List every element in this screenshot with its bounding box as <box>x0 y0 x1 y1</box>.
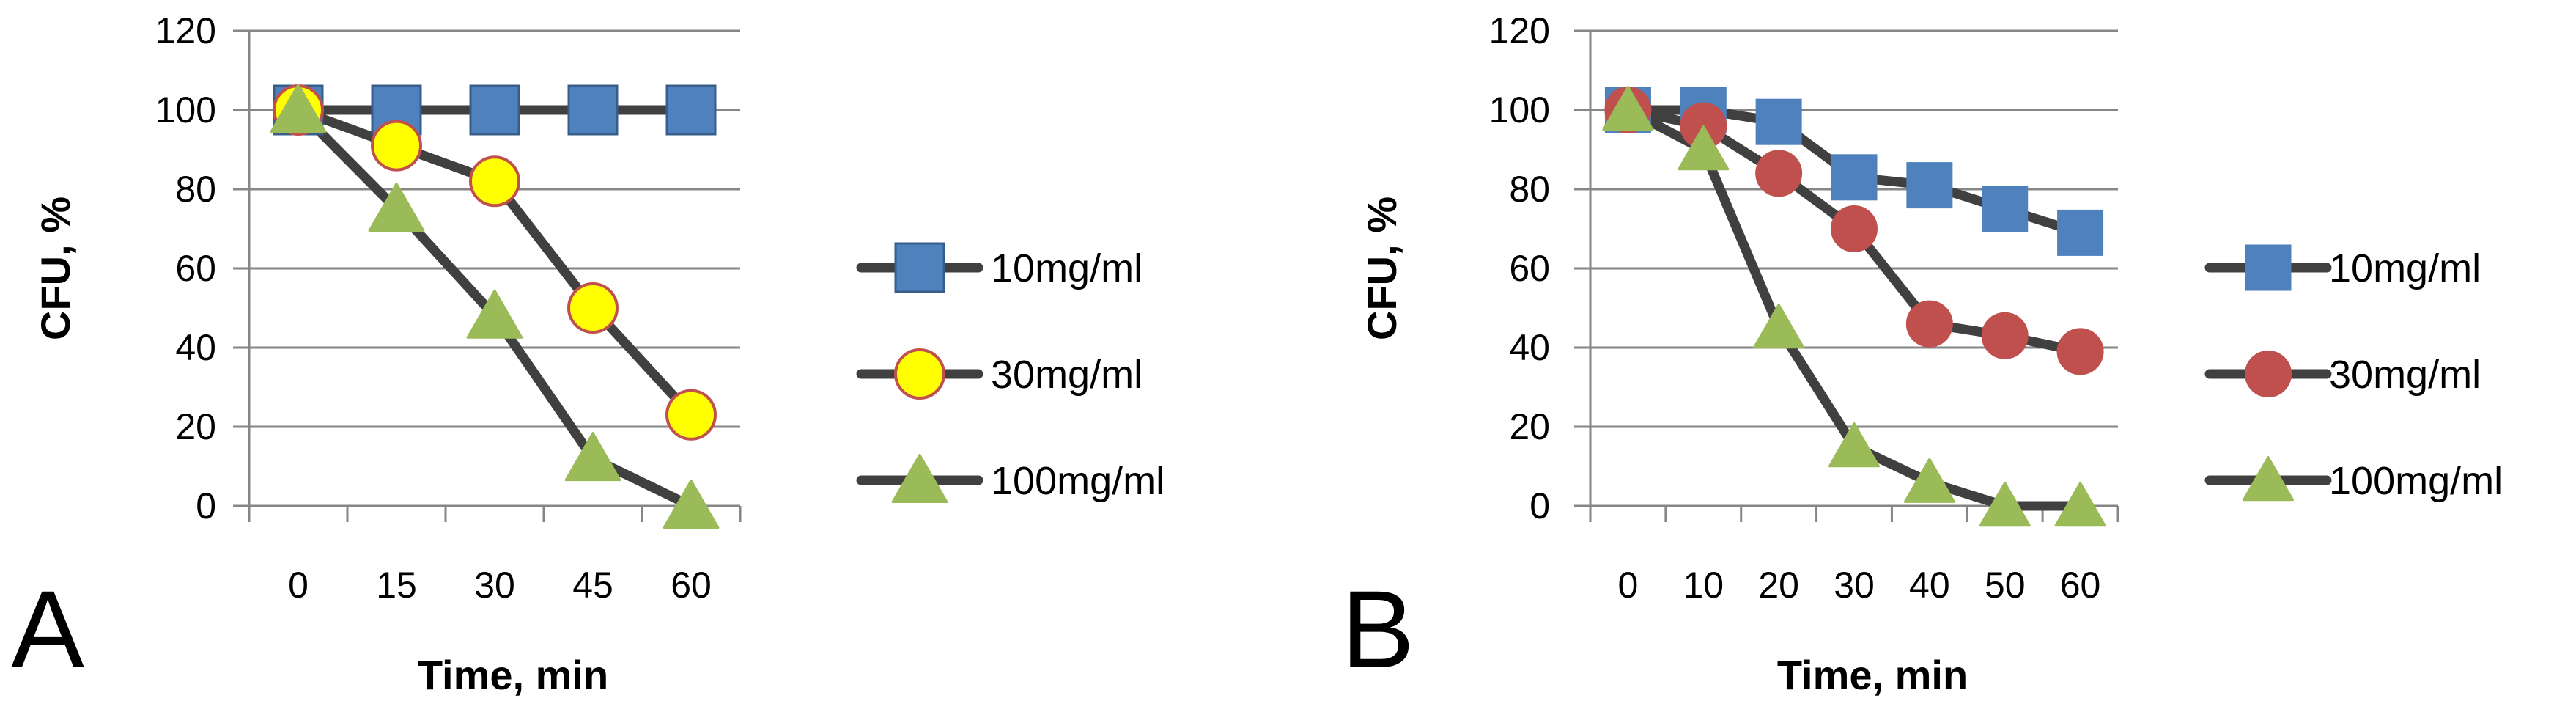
x-tick-label: 40 <box>1909 565 1950 606</box>
legend-label: 30mg/ml <box>991 353 1143 397</box>
y-tick-label: 80 <box>175 169 216 210</box>
legend-marker <box>894 348 945 400</box>
data-point-100mg/ml-30 <box>1828 422 1881 468</box>
y-tick-label: 100 <box>155 89 216 131</box>
x-tick-label: 0 <box>1618 565 1639 606</box>
y-tick-label: 40 <box>1509 327 1550 368</box>
data-point-10mg/ml-30 <box>1831 154 1878 201</box>
panel-a-chart: 0 20 40 60 80 100 120 0 15 30 45 60 Time, min CFU, % 1… <box>11 10 1165 698</box>
x-axis-title: Time, min <box>1777 652 1968 698</box>
legend-marker <box>891 453 948 503</box>
x-axis-title: Time, min <box>418 652 608 698</box>
data-point-30mg/ml-60 <box>665 389 717 441</box>
data-point-10mg/ml-20 <box>1755 98 1802 145</box>
data-point-100mg/ml-60 <box>663 479 720 529</box>
y-axis-title: CFU, % <box>1359 197 1405 340</box>
data-point-10mg/ml-60 <box>665 84 717 136</box>
legend-marker <box>2245 244 2292 291</box>
data-point-100mg/ml-10 <box>1678 125 1730 171</box>
y-tick-label: 120 <box>155 10 216 51</box>
x-tick-label: 30 <box>474 565 515 606</box>
panel-b-chart: 0 20 40 60 80 100 120 0 10 20 30 40 50 60 Time, min CFU… <box>1341 10 2503 698</box>
data-point-100mg/ml-50 <box>1979 482 2031 527</box>
legend-marker <box>2242 456 2295 502</box>
legend-label: 30mg/ml <box>2329 353 2481 397</box>
data-point-30mg/ml-50 <box>1981 312 2029 359</box>
x-tick-label: 60 <box>2060 565 2101 606</box>
legend-label: 10mg/ml <box>991 246 1143 290</box>
legend-marker <box>894 242 945 293</box>
y-tick-label: 0 <box>196 485 216 526</box>
data-point-100mg/ml-60 <box>2054 482 2106 527</box>
data-point-100mg/ml-45 <box>564 432 621 482</box>
data-point-30mg/ml-30 <box>1831 205 1878 252</box>
y-tick-label: 20 <box>1509 406 1550 447</box>
panel-letter: B <box>1341 568 1414 691</box>
x-tick-label: 0 <box>288 565 309 606</box>
data-point-100mg/ml-40 <box>1903 458 1955 503</box>
y-tick-label: 40 <box>175 327 216 368</box>
y-tick-label: 80 <box>1509 169 1550 210</box>
x-tick-label: 15 <box>376 565 417 606</box>
y-tick-label: 0 <box>1529 485 1550 526</box>
data-point-100mg/ml-20 <box>1753 304 1805 349</box>
legend-label: 100mg/ml <box>2329 459 2503 503</box>
x-tick-label: 30 <box>1834 565 1875 606</box>
x-tick-label: 20 <box>1758 565 1799 606</box>
data-point-30mg/ml-40 <box>1905 300 1953 348</box>
y-tick-label: 60 <box>1509 248 1550 289</box>
legend-label: 100mg/ml <box>991 459 1165 503</box>
data-point-10mg/ml-30 <box>469 84 520 136</box>
y-tick-label: 100 <box>1489 89 1550 131</box>
data-point-100mg/ml-15 <box>368 182 425 232</box>
panel-letter: A <box>11 568 84 691</box>
data-point-100mg/ml-0 <box>270 83 327 133</box>
data-point-100mg/ml-30 <box>466 289 523 339</box>
x-tick-label: 45 <box>572 565 613 606</box>
legend-marker <box>2245 351 2292 397</box>
y-axis-title: CFU, % <box>32 197 78 340</box>
x-tick-label: 60 <box>671 565 712 606</box>
data-point-10mg/ml-60 <box>2057 209 2104 256</box>
data-point-10mg/ml-40 <box>1906 162 1953 209</box>
data-point-30mg/ml-15 <box>371 120 422 172</box>
x-tick-label: 50 <box>1985 565 2026 606</box>
data-point-10mg/ml-45 <box>567 84 619 136</box>
y-tick-label: 60 <box>175 248 216 289</box>
legend-label: 10mg/ml <box>2329 246 2481 290</box>
data-point-10mg/ml-50 <box>1982 186 2029 232</box>
y-tick-label: 120 <box>1489 10 1550 51</box>
y-tick-label: 20 <box>175 406 216 447</box>
data-point-30mg/ml-45 <box>567 282 619 334</box>
data-point-30mg/ml-20 <box>1755 150 1803 197</box>
x-tick-label: 10 <box>1683 565 1724 606</box>
data-point-30mg/ml-30 <box>469 155 520 208</box>
data-point-100mg/ml-0 <box>1602 86 1654 131</box>
data-point-30mg/ml-60 <box>2056 328 2104 375</box>
